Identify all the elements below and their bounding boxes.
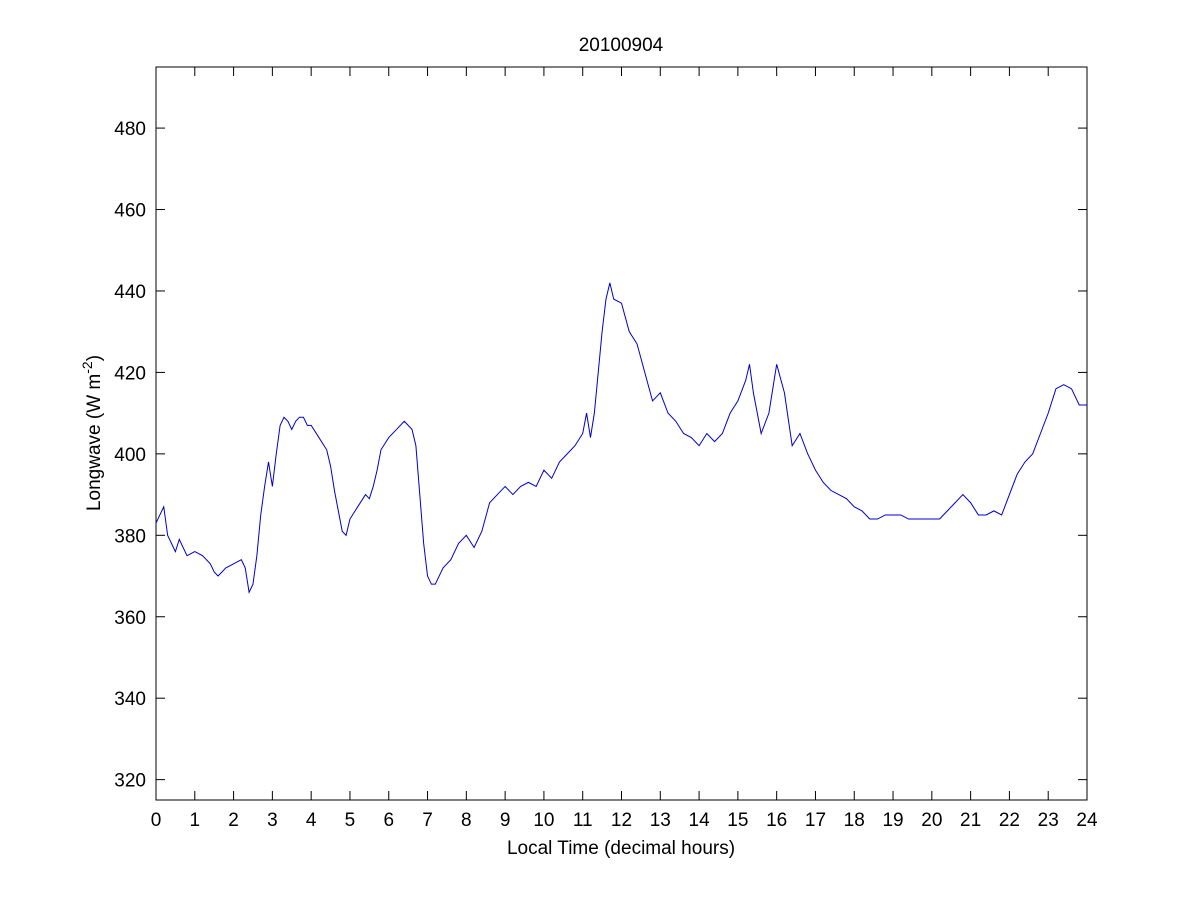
x-tick-label: 21 — [960, 810, 981, 831]
x-tick-label: 19 — [882, 810, 903, 831]
y-tick-label: 480 — [114, 119, 146, 140]
y-tick-label: 360 — [114, 608, 146, 629]
x-tick-label: 10 — [533, 810, 554, 831]
x-tick-label: 8 — [461, 810, 472, 831]
y-tick-label: 320 — [114, 771, 146, 792]
x-tick-label: 17 — [805, 810, 826, 831]
x-tick-label: 16 — [766, 810, 787, 831]
x-tick-label: 20 — [921, 810, 942, 831]
x-tick-label: 2 — [228, 810, 239, 831]
y-tick-label: 420 — [114, 363, 146, 384]
y-tick-label: 440 — [114, 282, 146, 303]
y-axis-label-text: Longwave (W m — [84, 374, 105, 511]
y-tick-label: 400 — [114, 445, 146, 466]
x-axis-label: Local Time (decimal hours) — [507, 838, 735, 859]
y-axis-label: Longwave (W m-2) — [79, 355, 105, 511]
y-axis-label-sup: -2 — [79, 361, 95, 374]
x-tick-label: 22 — [999, 810, 1020, 831]
y-tick-label: 340 — [114, 689, 146, 710]
y-tick-label: 380 — [114, 526, 146, 547]
x-tick-label: 12 — [611, 810, 632, 831]
x-tick-label: 5 — [345, 810, 356, 831]
x-tick-label: 23 — [1038, 810, 1059, 831]
x-tick-label: 15 — [727, 810, 748, 831]
x-tick-label: 18 — [844, 810, 865, 831]
x-tick-label: 24 — [1076, 810, 1098, 831]
x-tick-label: 13 — [650, 810, 671, 831]
x-tick-label: 6 — [383, 810, 394, 831]
x-tick-label: 3 — [267, 810, 278, 831]
x-tick-label: 11 — [573, 810, 593, 831]
chart-title: 20100904 — [579, 35, 664, 56]
x-tick-label: 7 — [422, 810, 433, 831]
x-tick-label: 4 — [306, 810, 317, 831]
x-tick-label: 0 — [151, 810, 162, 831]
x-tick-label: 1 — [190, 810, 201, 831]
y-tick-label: 460 — [114, 201, 146, 222]
data-line — [155, 282, 1087, 594]
x-tick-label: 9 — [500, 810, 511, 831]
x-tick-label: 14 — [689, 810, 711, 831]
y-axis-label-end: ) — [84, 355, 105, 361]
